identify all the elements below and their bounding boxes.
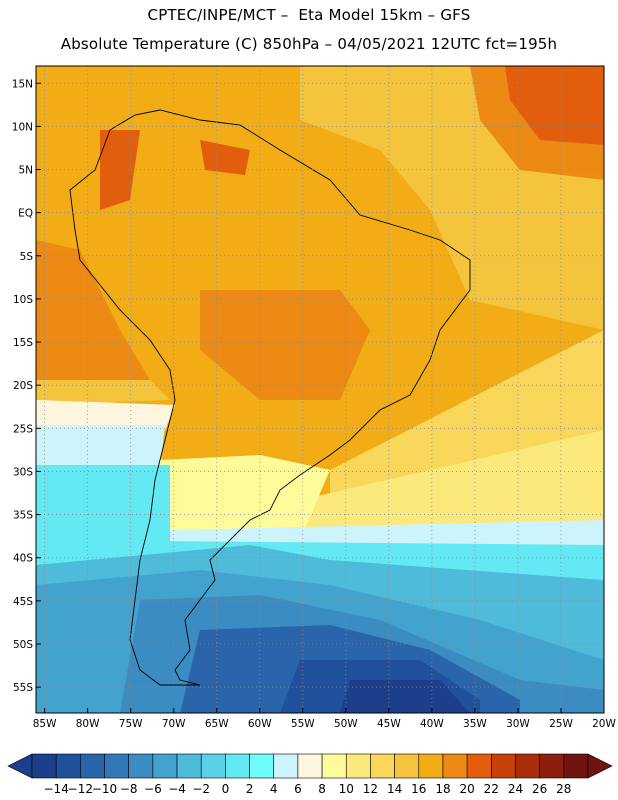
colorbar-tick-label: 10 — [339, 782, 354, 796]
colorbar-tick-label: −14 — [44, 782, 69, 796]
colorbar-tick-label: 18 — [435, 782, 450, 796]
lat-label: 15N — [12, 78, 33, 90]
colorbar-tick-label: 24 — [508, 782, 523, 796]
colorbar-cell — [321, 753, 347, 779]
south-america-coastline — [69, 109, 471, 686]
lat-label: 50S — [13, 639, 33, 651]
lon-label: 40W — [420, 718, 444, 730]
colorbar-high-arrow — [587, 753, 613, 779]
colorbar: −14−12−10 −8 −6 −4 −2 0 2 4 6 8 10 12 14 16 18 20 22 24 26… — [7, 753, 613, 796]
lat-label: 15S — [13, 337, 33, 349]
lat-label: 30S — [13, 466, 33, 478]
colorbar-cell — [273, 753, 299, 779]
map-frame — [35, 65, 605, 714]
colorbar-tick-label: 6 — [294, 782, 302, 796]
lat-label: EQ — [18, 208, 33, 220]
colorbar-cell — [515, 753, 540, 779]
colorbar-tick-label: 16 — [411, 782, 426, 796]
lat-label: 10S — [13, 294, 33, 306]
colorbar-cell — [394, 753, 420, 779]
colorbar-cell — [563, 753, 589, 779]
colorbar-cell — [370, 753, 395, 779]
map-title-line-2: Absolute Temperature (C) 850hPa – 04/05/… — [60, 35, 558, 53]
lat-label: 10N — [12, 121, 33, 133]
colorbar-tick-label: 20 — [459, 782, 474, 796]
colorbar-cell — [80, 753, 105, 779]
colorbar-cell — [249, 753, 275, 779]
colorbar-tick-label: −6 — [144, 782, 162, 796]
colorbar-tick-label: 26 — [532, 782, 547, 796]
colorbar-tick-label: −10 — [92, 782, 117, 796]
lon-label: 25W — [549, 718, 573, 730]
colorbar-cell — [31, 753, 57, 779]
lon-label: 35W — [463, 718, 487, 730]
colorbar-tick-label: 2 — [246, 782, 254, 796]
lon-label: 75W — [119, 718, 143, 730]
lat-label: 35S — [13, 510, 33, 522]
colorbar-cell — [466, 753, 492, 779]
lon-label: 60W — [248, 718, 272, 730]
temperature-field — [36, 66, 604, 713]
colorbar-cell — [345, 753, 371, 779]
lon-label: 55W — [291, 718, 315, 730]
colorbar-low-arrow — [7, 753, 33, 779]
colorbar-cell — [491, 753, 516, 779]
lat-label: 40S — [13, 553, 33, 565]
colorbar-tick-label: −12 — [68, 782, 93, 796]
lat-label: 20S — [13, 380, 33, 392]
lon-label: 70W — [162, 718, 186, 730]
colorbar-cell — [176, 753, 202, 779]
colorbar-tick-label: −2 — [192, 782, 210, 796]
lon-label: 20W — [592, 718, 616, 730]
lat-label: 55S — [13, 682, 33, 694]
colorbar-cell — [297, 753, 323, 779]
lat-label: 5S — [20, 251, 34, 263]
colorbar-tick-label: 8 — [318, 782, 326, 796]
colorbar-cell — [55, 753, 81, 779]
colorbar-cell — [128, 753, 154, 779]
lon-label: 80W — [76, 718, 100, 730]
colorbar-tick-label: −4 — [168, 782, 186, 796]
lat-label: 45S — [13, 596, 33, 608]
longitude-labels: 85W 80W 75W 70W 65W 60W 55W 50W 45W 40W 35W 30W 25W 2… — [33, 718, 617, 730]
colorbar-tick-label: 0 — [222, 782, 230, 796]
colorbar-cell — [418, 753, 444, 779]
lon-label: 85W — [33, 718, 57, 730]
lat-label: 25S — [13, 423, 33, 435]
colorbar-cell — [442, 753, 468, 779]
lon-label: 50W — [334, 718, 358, 730]
colorbar-tick-label: 12 — [363, 782, 378, 796]
colorbar-tick-label: −8 — [120, 782, 138, 796]
colorbar-tick-label: 28 — [556, 782, 571, 796]
lon-label: 45W — [377, 718, 401, 730]
lat-label: 5N — [18, 165, 33, 177]
map-title-line-1: CPTEC/INPE/MCT – Eta Model 15km – GFS — [147, 6, 471, 24]
colorbar-tick-label: 4 — [270, 782, 278, 796]
colorbar-tick-label: 22 — [484, 782, 499, 796]
graticule — [36, 66, 605, 713]
lon-label: 30W — [506, 718, 530, 730]
colorbar-tick-label: 14 — [387, 782, 402, 796]
latitude-labels: 15N 10N 5N EQ 5S 10S 15S 20S 25S 30S 35S 40S 45S 50S 5… — [12, 78, 34, 694]
lon-label: 65W — [205, 718, 229, 730]
colorbar-cell — [104, 753, 129, 779]
colorbar-cell — [200, 753, 226, 779]
colorbar-cell — [539, 753, 565, 779]
colorbar-cell — [225, 753, 250, 779]
colorbar-cell — [152, 753, 178, 779]
